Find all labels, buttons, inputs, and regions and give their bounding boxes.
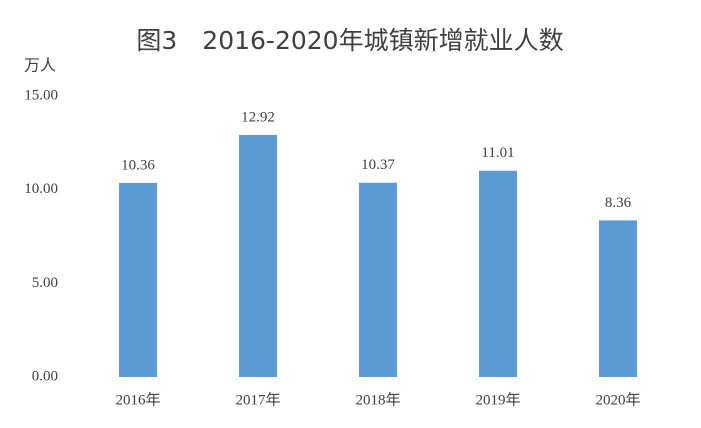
x-tick-label: 2016年 <box>115 391 160 408</box>
x-tick-label: 2017年 <box>235 391 280 408</box>
bar <box>479 170 517 377</box>
y-tick-label: 0.00 <box>32 368 58 384</box>
chart-title: 图3 2016-2020年城镇新增就业人数 <box>136 26 563 55</box>
y-tick-label: 15.00 <box>24 87 58 103</box>
bar <box>599 220 637 377</box>
y-tick-label: 5.00 <box>32 275 58 291</box>
bar <box>359 182 397 377</box>
data-label: 8.36 <box>605 195 632 211</box>
y-axis-unit: 万人 <box>24 56 56 75</box>
x-tick-label: 2020年 <box>595 391 640 408</box>
data-label: 11.01 <box>481 145 514 161</box>
x-tick-label: 2019年 <box>475 391 520 408</box>
y-tick-label: 10.00 <box>24 181 58 197</box>
bar <box>239 134 277 377</box>
x-tick-label: 2018年 <box>355 391 400 408</box>
bar <box>119 182 157 377</box>
data-label: 10.36 <box>121 157 155 173</box>
data-label: 10.37 <box>361 157 395 173</box>
data-label: 12.92 <box>241 109 275 125</box>
